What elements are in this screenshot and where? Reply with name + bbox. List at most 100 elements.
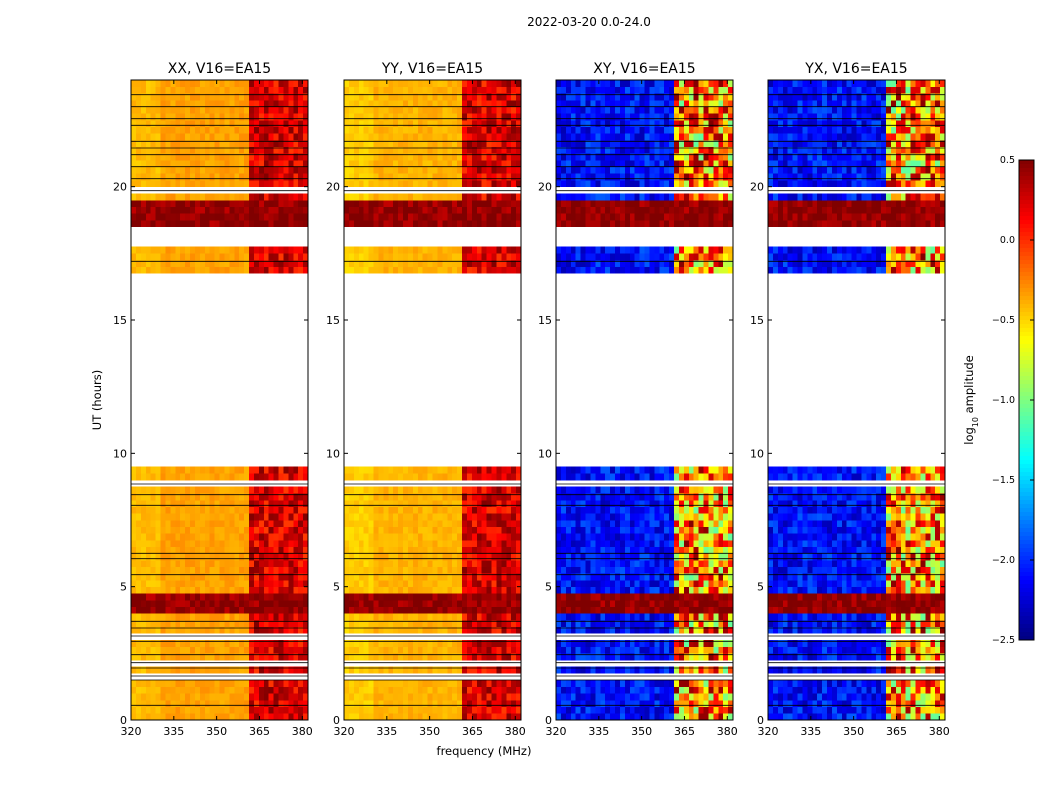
heatmap-cell — [273, 686, 279, 694]
heatmap-cell — [348, 86, 355, 94]
heatmap-cell — [610, 600, 616, 608]
heatmap-cell — [298, 540, 304, 548]
heatmap-cell — [175, 473, 181, 481]
heatmap-cell — [398, 500, 404, 508]
heatmap-cell — [283, 160, 289, 168]
heatmap-cell — [363, 546, 369, 554]
heatmap-cell — [570, 653, 577, 661]
heatmap-cell — [278, 246, 284, 254]
y-tick-label: 15 — [113, 314, 127, 327]
heatmap-cell — [155, 206, 161, 214]
heatmap-cell — [358, 106, 365, 114]
heatmap-cell — [556, 586, 562, 594]
heatmap-cell — [165, 620, 171, 628]
heatmap-cell — [368, 246, 374, 254]
heatmap-cell — [713, 640, 719, 648]
heatmap-cell — [268, 646, 274, 654]
heatmap-cell — [452, 693, 458, 701]
heatmap-cell — [293, 93, 299, 101]
heatmap-cell — [708, 666, 714, 674]
heatmap-cell — [383, 666, 389, 674]
heatmap-cell — [481, 260, 487, 268]
heatmap-cell — [506, 513, 512, 521]
heatmap-cell — [283, 713, 289, 721]
heatmap-cell — [249, 526, 255, 534]
heatmap-cell — [422, 713, 428, 721]
heatmap-cell — [688, 600, 695, 608]
heatmap-cell — [219, 100, 225, 108]
heatmap-cell — [165, 266, 171, 274]
heatmap-cell — [155, 80, 161, 88]
heatmap-cell — [600, 626, 606, 634]
heatmap-cell — [170, 266, 176, 274]
heatmap-cell — [239, 593, 245, 601]
heatmap-cell — [283, 640, 289, 648]
heatmap-cell — [303, 466, 309, 474]
heatmap-cell — [293, 686, 299, 694]
heatmap-cell — [466, 153, 473, 161]
heatmap-cell — [639, 620, 645, 628]
heatmap-cell — [683, 713, 690, 721]
heatmap-cell — [268, 100, 274, 108]
heatmap-cell — [678, 653, 685, 661]
heatmap-cell — [388, 533, 394, 541]
heatmap-cell — [239, 653, 245, 661]
heatmap-cell — [131, 553, 137, 561]
heatmap-cell — [644, 586, 650, 594]
heatmap-cell — [718, 600, 724, 608]
heatmap-cell — [471, 700, 478, 708]
heatmap-cell — [214, 606, 220, 614]
heatmap-cell — [353, 533, 360, 541]
heatmap-cell — [698, 586, 704, 594]
heatmap-cell — [585, 620, 591, 628]
heatmap-cell — [595, 653, 601, 661]
heatmap-cell — [501, 506, 507, 514]
heatmap-cell — [481, 526, 487, 534]
heatmap-cell — [155, 133, 161, 141]
heatmap-cell — [649, 626, 655, 634]
heatmap-cell — [476, 153, 483, 161]
heatmap-cell — [654, 646, 660, 654]
heatmap-cell — [462, 93, 468, 101]
heatmap-cell — [447, 113, 453, 121]
heatmap-cell — [185, 220, 191, 228]
heatmap-cell — [160, 573, 166, 581]
heatmap-cell — [234, 606, 240, 614]
heatmap-cell — [344, 560, 350, 568]
heatmap-cell — [457, 600, 463, 608]
heatmap-cell — [283, 666, 289, 674]
heatmap-cell — [190, 93, 196, 101]
heatmap-cell — [145, 606, 152, 614]
heatmap-cell — [185, 120, 191, 128]
heatmap-cell — [383, 160, 389, 168]
heatmap-cell — [378, 473, 384, 481]
heatmap-cell — [140, 260, 147, 268]
heatmap-cell — [358, 206, 365, 214]
heatmap-cell — [150, 146, 156, 154]
heatmap-cell — [180, 126, 186, 134]
heatmap-cell — [659, 680, 665, 688]
heatmap-cell — [511, 573, 517, 581]
heatmap-cell — [590, 626, 596, 634]
heatmap-cell — [486, 680, 492, 688]
heatmap-cell — [506, 626, 512, 634]
heatmap-cell — [244, 540, 250, 548]
heatmap-cell — [165, 593, 171, 601]
heatmap-cell — [344, 166, 350, 174]
heatmap-cell — [170, 473, 176, 481]
heatmap-cell — [422, 526, 428, 534]
heatmap-cell — [249, 493, 255, 501]
heatmap-cell — [516, 573, 522, 581]
heatmap-cell — [199, 206, 206, 214]
heatmap-cell — [190, 160, 196, 168]
heatmap-cell — [229, 580, 235, 588]
heatmap-cell — [214, 500, 220, 508]
heatmap-cell — [155, 146, 161, 154]
heatmap-cell — [393, 586, 399, 594]
heatmap-cell — [486, 626, 492, 634]
heatmap-cell — [155, 246, 161, 254]
heatmap-cell — [496, 133, 502, 141]
heatmap-cell — [160, 513, 166, 521]
heatmap-cell — [457, 86, 463, 94]
heatmap-cell — [457, 653, 463, 661]
